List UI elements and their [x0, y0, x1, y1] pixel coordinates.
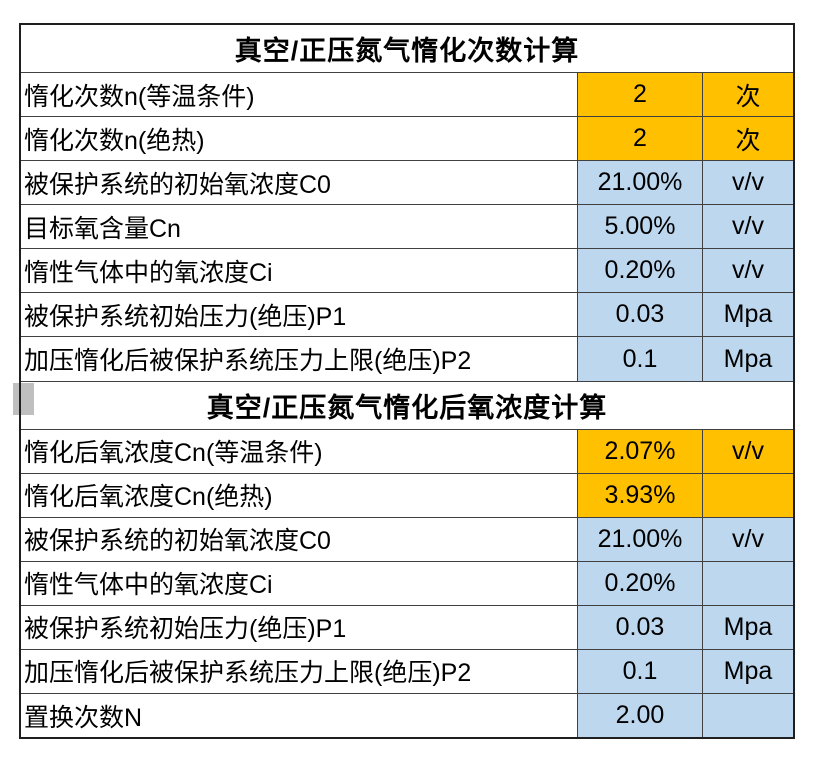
unit-cell[interactable]: v/v [703, 161, 793, 205]
value-cell[interactable]: 0.20% [578, 561, 703, 605]
unit-cell[interactable] [703, 561, 793, 605]
row-label-cell[interactable]: 目标氧含量Cn [21, 205, 578, 249]
value-cell[interactable]: 3.93% [578, 473, 703, 517]
section-header-row[interactable]: 真空/正压氮气惰化次数计算 [21, 25, 793, 73]
unit-cell[interactable] [703, 694, 793, 738]
value-cell[interactable]: 2.07% [578, 429, 703, 473]
table-row: 惰性气体中的氧浓度Ci 0.20% v/v [21, 249, 793, 294]
section-title: 真空/正压氮气惰化次数计算 [234, 36, 580, 66]
unit-cell[interactable]: v/v [703, 249, 793, 293]
row-label-cell[interactable]: 惰性气体中的氧浓度Ci [21, 561, 578, 605]
unit-cell[interactable]: v/v [703, 517, 793, 561]
value-cell[interactable]: 2 [578, 117, 703, 161]
table-row: 被保护系统初始压力(绝压)P1 0.03 Mpa [21, 293, 793, 338]
row-label-cell[interactable]: 被保护系统初始压力(绝压)P1 [21, 293, 578, 337]
row-label-cell[interactable]: 被保护系统初始压力(绝压)P1 [21, 605, 578, 649]
row-label-cell[interactable]: 惰化次数n(等温条件) [21, 73, 578, 117]
row-label-cell[interactable]: 置换次数N [21, 694, 578, 738]
table-row: 被保护系统的初始氧浓度C0 21.00% v/v [21, 161, 793, 206]
unit-cell[interactable]: v/v [703, 205, 793, 249]
value-cell[interactable]: 21.00% [578, 517, 703, 561]
table-row: 目标氧含量Cn 5.00% v/v [21, 205, 793, 250]
row-label-cell[interactable]: 惰性气体中的氧浓度Ci [21, 249, 578, 293]
table-row: 加压惰化后被保护系统压力上限(绝压)P2 0.1 Mpa [21, 649, 793, 695]
row-label-cell[interactable]: 惰化后氧浓度Cn(绝热) [21, 473, 578, 517]
unit-cell[interactable]: Mpa [703, 293, 793, 337]
unit-cell[interactable]: 次 [703, 73, 793, 117]
unit-cell[interactable]: Mpa [703, 649, 793, 694]
unit-cell[interactable] [703, 473, 793, 517]
row-label-cell[interactable]: 惰化次数n(绝热) [21, 117, 578, 161]
row-label-cell[interactable]: 被保护系统的初始氧浓度C0 [21, 517, 578, 561]
value-cell[interactable]: 2.00 [578, 694, 703, 738]
value-cell[interactable]: 0.1 [578, 649, 703, 694]
section-title: 真空/正压氮气惰化后氧浓度计算 [206, 392, 608, 423]
table-row: 惰化次数n(等温条件) 2 次 [21, 73, 793, 118]
unit-cell[interactable]: v/v [703, 429, 793, 473]
table-row: 置换次数N 2.00 [21, 694, 793, 738]
table-row: 惰化后氧浓度Cn(等温条件) 2.07% v/v [21, 429, 793, 474]
table-row: 被保护系统初始压力(绝压)P1 0.03 Mpa [21, 605, 793, 650]
row-label-cell[interactable]: 惰化后氧浓度Cn(等温条件) [21, 429, 578, 473]
value-cell[interactable]: 2 [578, 73, 703, 117]
unit-cell[interactable]: Mpa [703, 337, 793, 381]
table-row: 惰化次数n(绝热) 2 次 [21, 117, 793, 162]
table-row: 加压惰化后被保护系统压力上限(绝压)P2 0.1 Mpa [21, 337, 793, 382]
table-row: 惰性气体中的氧浓度Ci 0.20% [21, 561, 793, 606]
value-cell[interactable]: 5.00% [578, 205, 703, 249]
value-cell[interactable]: 0.03 [578, 605, 703, 649]
table-row: 被保护系统的初始氧浓度C0 21.00% v/v [21, 517, 793, 562]
value-cell[interactable]: 0.03 [578, 293, 703, 337]
value-cell[interactable]: 0.1 [578, 337, 703, 381]
unit-cell[interactable]: Mpa [703, 605, 793, 649]
section-header-row[interactable]: 真空/正压氮气惰化后氧浓度计算 [21, 381, 793, 430]
row-label-cell[interactable]: 被保护系统的初始氧浓度C0 [21, 161, 578, 205]
value-cell[interactable]: 21.00% [578, 161, 703, 205]
gray-screenshot-artifact [13, 383, 34, 415]
row-label-cell[interactable]: 加压惰化后被保护系统压力上限(绝压)P2 [21, 649, 578, 694]
inerting-calc-table: 真空/正压氮气惰化次数计算 惰化次数n(等温条件) 2 次 惰化次数n(绝热) … [19, 23, 795, 739]
value-cell[interactable]: 0.20% [578, 249, 703, 293]
table-row: 惰化后氧浓度Cn(绝热) 3.93% [21, 473, 793, 518]
unit-cell[interactable]: 次 [703, 117, 793, 161]
row-label-cell[interactable]: 加压惰化后被保护系统压力上限(绝压)P2 [21, 337, 578, 381]
